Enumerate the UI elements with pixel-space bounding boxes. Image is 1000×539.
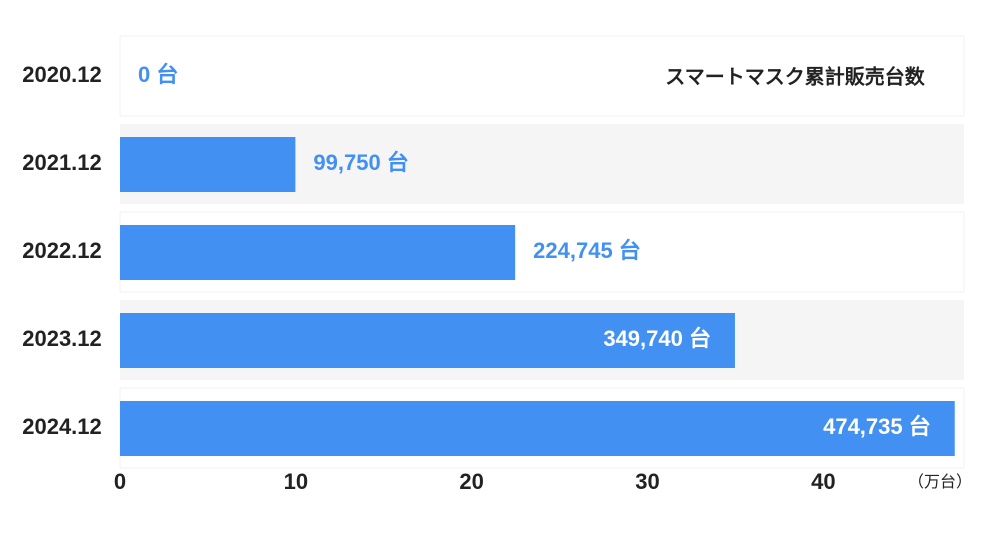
x-tick-label: 20 [459, 469, 483, 494]
x-tick-label: 0 [114, 469, 126, 494]
value-label: 349,740 台 [603, 326, 711, 351]
y-tick-label: 2022.12 [22, 238, 102, 263]
value-label: 99,750 台 [313, 150, 408, 175]
y-tick-label: 2024.12 [22, 414, 102, 439]
value-label: 0 台 [138, 62, 178, 87]
y-tick-label: 2020.12 [22, 62, 102, 87]
chart-title: スマートマスク累計販売台数 [665, 64, 925, 88]
bar [120, 225, 516, 280]
x-axis-label: （万台） [908, 473, 972, 491]
x-tick-label: 30 [635, 469, 659, 494]
bar [120, 401, 955, 456]
value-label: 474,735 台 [823, 414, 931, 439]
y-tick-label: 2021.12 [22, 150, 102, 175]
value-label: 224,745 台 [533, 238, 641, 263]
bar [120, 313, 735, 368]
x-tick-label: 10 [284, 469, 308, 494]
y-tick-label: 2023.12 [22, 326, 102, 351]
bar [120, 137, 296, 192]
row-band [119, 35, 965, 117]
x-tick-label: 40 [811, 469, 835, 494]
